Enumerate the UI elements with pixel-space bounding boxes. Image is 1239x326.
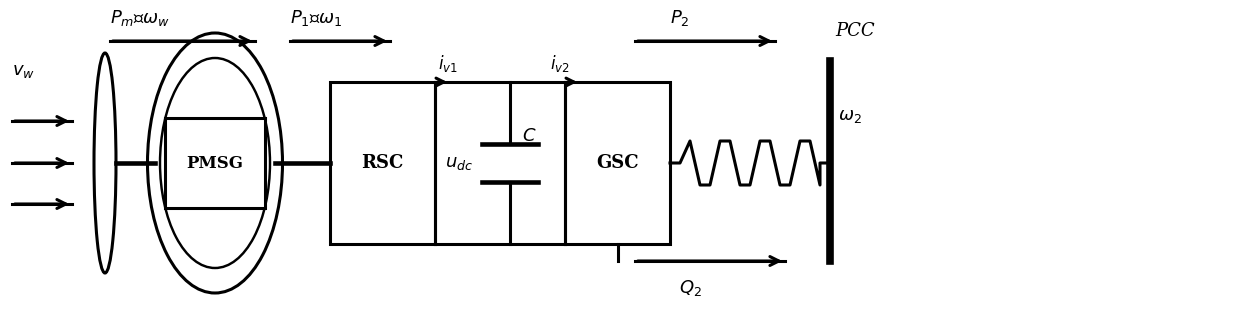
- Text: PCC: PCC: [835, 22, 875, 40]
- Text: $\omega_2$: $\omega_2$: [838, 107, 862, 125]
- Bar: [330, 82, 435, 244]
- Ellipse shape: [160, 58, 270, 268]
- Ellipse shape: [147, 33, 282, 293]
- Text: $P_2$: $P_2$: [670, 8, 690, 28]
- Text: $i_{v1}$: $i_{v1}$: [439, 53, 458, 75]
- Bar: [565, 82, 670, 244]
- Text: RSC: RSC: [362, 154, 404, 172]
- Text: $P_m$、$\omega_w$: $P_m$、$\omega_w$: [110, 8, 170, 28]
- Text: $u_{dc}$: $u_{dc}$: [445, 154, 473, 172]
- Text: PMSG: PMSG: [187, 155, 244, 171]
- Text: $v_w$: $v_w$: [12, 62, 35, 80]
- Text: $i_{v2}$: $i_{v2}$: [550, 53, 570, 75]
- Bar: [165, 118, 265, 208]
- Text: $P_1$、$\omega_1$: $P_1$、$\omega_1$: [290, 8, 342, 28]
- Text: GSC: GSC: [596, 154, 639, 172]
- Text: $C$: $C$: [522, 127, 536, 145]
- Text: $Q_2$: $Q_2$: [679, 278, 701, 298]
